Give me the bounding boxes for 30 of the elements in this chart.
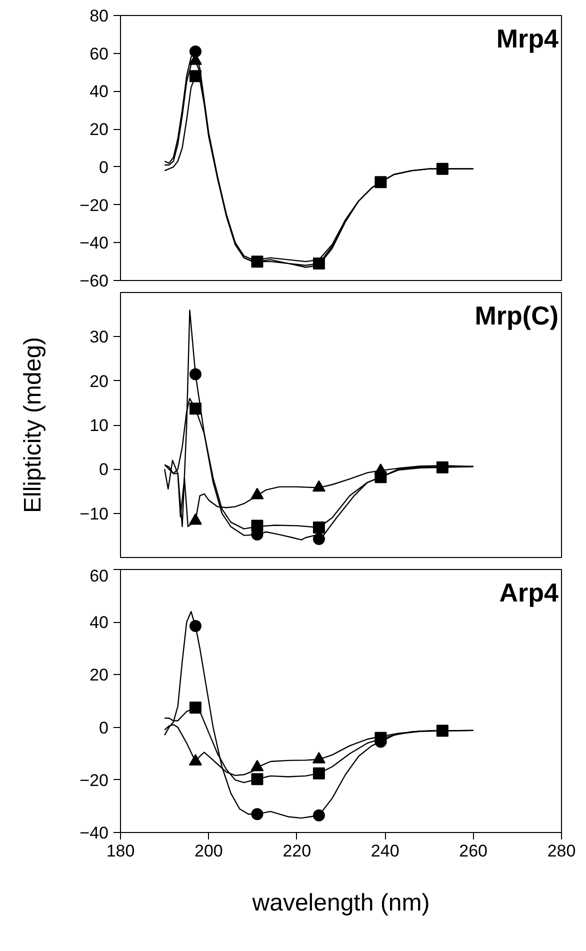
- chart-title: Mrp4: [496, 24, 560, 54]
- x-tick-label: 220: [282, 842, 312, 860]
- y-tick-label: 60: [90, 566, 109, 586]
- y-tick-label: −20: [80, 770, 109, 790]
- x-tick-label: 180: [106, 842, 135, 860]
- x-tick-label: 260: [459, 842, 488, 860]
- chart-title: Mrp(C): [474, 300, 559, 330]
- y-tick-label: −40: [80, 234, 109, 253]
- x-axis-title: wavelength (nm): [251, 890, 430, 916]
- y-tick-label: 0: [99, 718, 109, 738]
- y-tick-label: 0: [99, 460, 109, 480]
- y-tick-label: 20: [90, 120, 109, 140]
- y-tick-label: 80: [90, 6, 109, 26]
- y-tick-label: 10: [90, 416, 109, 435]
- y-tick-label: 30: [90, 328, 109, 347]
- y-tick-label: 20: [90, 666, 109, 685]
- y-tick-label: −10: [80, 504, 109, 524]
- x-tick-label: 240: [370, 842, 400, 860]
- y-tick-label: −40: [80, 824, 109, 842]
- chart-title: Arp4: [499, 578, 560, 608]
- x-tick-label: 280: [547, 842, 576, 860]
- y-tick-label: 40: [90, 613, 109, 632]
- y-tick-label: 20: [90, 372, 109, 391]
- y-tick-label: 60: [90, 44, 109, 64]
- x-tick-label: 200: [194, 842, 223, 860]
- y-tick-label: −20: [80, 196, 109, 215]
- y-tick-label: 0: [99, 158, 109, 177]
- y-tick-label: −60: [80, 272, 109, 290]
- y-tick-label: 40: [90, 82, 109, 102]
- y-axis-title: Ellipticity (mdeg): [20, 336, 47, 514]
